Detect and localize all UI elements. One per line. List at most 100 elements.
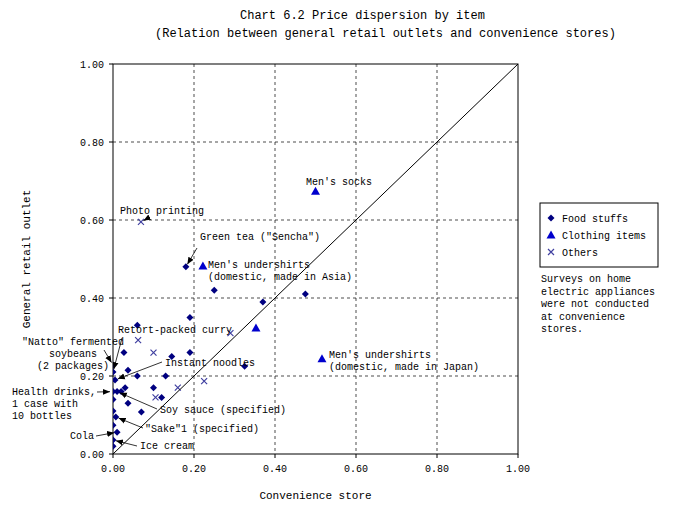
grid-line bbox=[437, 64, 438, 454]
point bbox=[201, 378, 207, 384]
point bbox=[114, 429, 121, 436]
grid-line bbox=[194, 64, 195, 454]
point bbox=[113, 443, 117, 450]
annotation-arrow bbox=[119, 418, 143, 428]
annotation-arrow bbox=[116, 441, 137, 446]
chart: Chart 6.2 Price dispersion by item (Relat… bbox=[0, 0, 675, 516]
point bbox=[124, 400, 131, 407]
annotation: 10 bottles bbox=[12, 411, 72, 422]
point bbox=[302, 291, 309, 298]
point bbox=[113, 369, 117, 376]
point bbox=[198, 262, 207, 270]
point bbox=[113, 422, 117, 429]
tick-label: 0.00 bbox=[101, 464, 125, 475]
tick-mark bbox=[113, 454, 114, 458]
annotation-arrow bbox=[104, 350, 111, 363]
title: Chart 6.2 Price dispersion by item bbox=[240, 9, 485, 23]
point bbox=[182, 263, 189, 270]
tick-label: 1.00 bbox=[80, 60, 104, 71]
annotation-arrow bbox=[144, 217, 150, 221]
tick-mark bbox=[109, 64, 113, 65]
point bbox=[259, 298, 266, 305]
legend-box bbox=[540, 203, 658, 267]
legend-label: Clothing items bbox=[562, 231, 646, 242]
tick-mark bbox=[194, 454, 195, 458]
note: at convenience bbox=[541, 312, 625, 323]
point bbox=[158, 394, 165, 401]
tick-label: 0.80 bbox=[425, 464, 449, 475]
reference-line bbox=[113, 64, 518, 454]
grid-line bbox=[113, 142, 518, 143]
point bbox=[150, 384, 157, 391]
legend-label: Food stuffs bbox=[562, 214, 628, 225]
annotation-arrow bbox=[118, 362, 162, 379]
point bbox=[251, 324, 260, 332]
annotation-arrow bbox=[96, 433, 114, 436]
annotations: Green tea ("Sencha") "Natto" fermentedsoy… bbox=[12, 177, 479, 452]
tick-mark bbox=[356, 454, 357, 458]
point bbox=[120, 349, 127, 356]
annotation-arrow bbox=[120, 393, 157, 409]
annotation: Retort-packed curry bbox=[118, 325, 232, 336]
point bbox=[317, 354, 326, 362]
point bbox=[113, 396, 117, 403]
x-axis-label: Convenience store bbox=[259, 490, 371, 502]
annotation: "Natto" fermented bbox=[22, 337, 124, 348]
tick-mark bbox=[109, 142, 113, 143]
tick-label: 0.20 bbox=[80, 372, 104, 383]
point bbox=[124, 367, 131, 374]
legend-marker bbox=[548, 215, 555, 222]
plot-frame bbox=[113, 64, 518, 454]
grid-line bbox=[356, 64, 357, 454]
legend-marker bbox=[548, 249, 554, 255]
annotation: Instant noodles bbox=[165, 358, 255, 369]
note: were not conducted bbox=[541, 299, 649, 310]
annotation: Men's socks bbox=[306, 177, 372, 188]
tick-mark bbox=[437, 454, 438, 458]
tick-mark bbox=[518, 454, 519, 458]
point bbox=[186, 349, 193, 356]
annotation: Green tea ("Sencha") bbox=[200, 232, 320, 243]
annotation: (2 packages) bbox=[37, 361, 109, 372]
tick-mark bbox=[109, 376, 113, 377]
annotation: Photo printing bbox=[120, 206, 204, 217]
annotation: Soy sauce (specified) bbox=[160, 405, 286, 416]
tick-label: 0.00 bbox=[80, 450, 104, 461]
annotation: Ice cream bbox=[140, 441, 194, 452]
point bbox=[162, 373, 169, 380]
point bbox=[186, 314, 193, 321]
annotation-arrow bbox=[97, 391, 110, 392]
note: electric appliances bbox=[541, 287, 655, 298]
legend: Food stuffs Clothing items Others bbox=[540, 203, 658, 267]
tick-label: 1.00 bbox=[506, 464, 530, 475]
point bbox=[211, 287, 218, 294]
grid-line bbox=[113, 376, 518, 377]
note: stores. bbox=[541, 324, 583, 335]
tick-mark bbox=[109, 298, 113, 299]
legend-marker bbox=[547, 231, 556, 239]
point bbox=[153, 394, 159, 400]
grid-line bbox=[113, 220, 518, 221]
point bbox=[113, 376, 119, 383]
legend-label: Others bbox=[562, 248, 598, 259]
annotation: Men's undershirts bbox=[208, 260, 310, 271]
annotation: Men's undershirts bbox=[329, 350, 431, 361]
point bbox=[113, 408, 117, 415]
point bbox=[151, 350, 157, 356]
annotation: (domestic, made in Asia) bbox=[208, 272, 352, 283]
annotation: 1 case with bbox=[12, 399, 78, 410]
annotation-arrow bbox=[114, 338, 122, 369]
tick-label: 0.80 bbox=[80, 138, 104, 149]
subtitle: (Relation between general retail outlets… bbox=[155, 27, 616, 41]
annotation: (domestic, made in Japan) bbox=[329, 362, 479, 373]
tick-mark bbox=[109, 454, 113, 455]
point bbox=[113, 413, 119, 420]
annotation: soybeans bbox=[49, 349, 97, 360]
y-axis-label: General retail outlet bbox=[21, 190, 33, 329]
tick-label: 0.60 bbox=[344, 464, 368, 475]
tick-mark bbox=[275, 454, 276, 458]
grid-line bbox=[113, 298, 518, 299]
point bbox=[113, 436, 117, 443]
tick-label: 0.20 bbox=[182, 464, 206, 475]
annotation: "Sake"1 (specified) bbox=[145, 424, 259, 435]
